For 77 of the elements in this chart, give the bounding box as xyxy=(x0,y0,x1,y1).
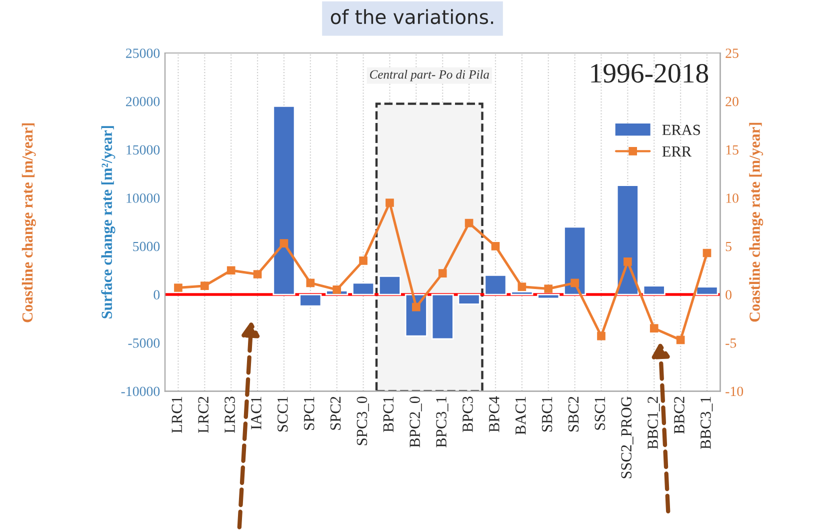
x-tick-label: BBC1_2 xyxy=(648,396,660,450)
x-tick-label: BPC2_0 xyxy=(410,396,422,448)
x-tick-label: SBC1 xyxy=(542,396,552,432)
y2-axis-title: Coastline change rate [m/year] xyxy=(749,122,764,322)
band-label: Central part- Po di Pila xyxy=(370,70,489,82)
point xyxy=(464,218,474,228)
text: of the variations. xyxy=(330,9,494,24)
legend-label: ERAS xyxy=(662,124,700,136)
bar xyxy=(537,294,560,300)
point xyxy=(544,284,553,293)
point xyxy=(200,282,209,290)
y-tick-label: 5000 xyxy=(133,242,160,252)
x-tick-label: SBC2 xyxy=(568,396,579,432)
point xyxy=(676,336,685,344)
y2-tick-label: 5 xyxy=(726,242,732,252)
point xyxy=(570,278,579,288)
bar xyxy=(616,184,639,296)
x-tick-label: SPC3_0 xyxy=(356,396,369,446)
y2-tick-label: 20 xyxy=(726,96,738,106)
x-tick-label: SCC1 xyxy=(278,396,288,432)
x-tick-label: SPC2 xyxy=(330,396,341,430)
x-tick-label: BPC4 xyxy=(489,396,500,432)
y-axis-title: Surface change rate [m²/year] xyxy=(101,126,116,318)
y2-tick-label: 10 xyxy=(726,194,738,203)
y-tick-label: 25000 xyxy=(126,48,160,58)
x-tick-label: BBC2 xyxy=(674,396,684,434)
point xyxy=(518,282,526,291)
point xyxy=(597,332,606,340)
bar xyxy=(431,294,454,340)
x-tick-label: SPC1 xyxy=(304,396,314,430)
y-tick-label: 15000 xyxy=(126,145,160,155)
text: Coastline change rate [m/year] xyxy=(22,123,36,322)
x-tick-label: LRC1 xyxy=(172,396,182,433)
point xyxy=(702,248,712,258)
point xyxy=(280,239,288,248)
point xyxy=(226,266,236,275)
bar xyxy=(272,105,296,296)
legend-label: ERR xyxy=(662,146,692,157)
y-tick-label: 0 xyxy=(154,290,160,300)
bar xyxy=(299,294,322,307)
y2-tick-label: -5 xyxy=(726,338,736,348)
y-tick-label: -5000 xyxy=(128,338,160,348)
bar xyxy=(378,275,402,296)
point xyxy=(253,270,262,278)
point xyxy=(386,198,394,207)
bar xyxy=(642,285,666,296)
y2-tick-label: 15 xyxy=(726,145,738,155)
point xyxy=(412,302,420,312)
point xyxy=(174,284,182,292)
point xyxy=(306,278,315,288)
x-tick-label: LRC2 xyxy=(198,396,208,433)
point xyxy=(438,269,447,278)
x-tick-label: SSC1 xyxy=(594,396,606,430)
x-tick-label: BBC3_1 xyxy=(700,396,713,450)
point xyxy=(332,286,342,294)
point xyxy=(624,258,632,266)
point xyxy=(650,324,658,333)
y2-tick-label: 0 xyxy=(726,290,732,300)
x-tick-label: LRC3 xyxy=(224,396,235,433)
x-tick-label: BPC3 xyxy=(462,396,473,432)
y2-tick-label: -10 xyxy=(726,386,744,396)
y-tick-label: 10000 xyxy=(126,194,160,203)
annotation: 1996-2018 xyxy=(591,64,708,83)
x-tick-label: BPC1 xyxy=(383,396,394,432)
y-tick-label: 20000 xyxy=(126,96,160,106)
x-tick-label: BAC1 xyxy=(515,396,526,435)
bar xyxy=(510,290,534,296)
bar xyxy=(696,286,718,296)
y-tick-label: -10000 xyxy=(121,386,160,396)
bar xyxy=(458,294,480,305)
bar xyxy=(564,226,586,296)
point xyxy=(491,242,500,250)
point xyxy=(359,256,368,265)
y2-tick-label: 25 xyxy=(726,48,738,58)
x-tick-label: IAC1 xyxy=(251,396,262,430)
x-tick-label: BPC3_1 xyxy=(436,396,448,448)
x-tick-label: SSC2_PROG xyxy=(621,396,634,478)
